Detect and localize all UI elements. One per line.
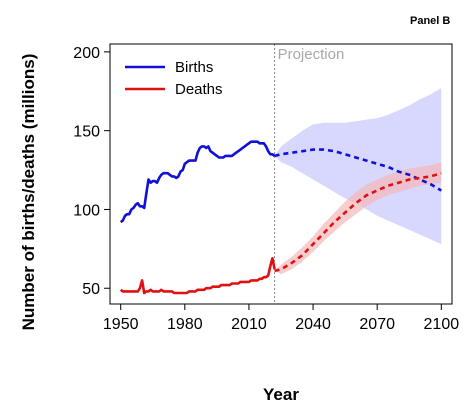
line-births-projection [274, 148, 442, 192]
y-tick-label: 150 [73, 124, 100, 141]
x-axis-title: Year [263, 385, 299, 404]
x-tick-label: 2040 [295, 316, 331, 333]
line-deaths-projection [274, 171, 442, 273]
projection-label: Projection [278, 46, 345, 63]
legend-label-deaths: Deaths [175, 81, 223, 98]
band-deaths [274, 162, 442, 275]
x-tick-label: 2070 [359, 316, 395, 333]
band-births [274, 88, 442, 245]
y-axis-title: Number of births/deaths (millions) [19, 54, 38, 331]
y-tick-label: 100 [73, 202, 100, 219]
legend-label-births: Births [175, 59, 213, 76]
x-tick-label: 2010 [231, 316, 267, 333]
x-tick-label: 2100 [424, 316, 460, 333]
x-tick-label: 1950 [103, 316, 139, 333]
panel-label: Panel B [410, 15, 450, 27]
line-births-observed [119, 140, 276, 224]
plot-area: Projection 1950 1980 2010 2040 2070 2100 50 100 1… [73, 43, 460, 333]
plot-frame [109, 43, 453, 305]
x-tick-label: 1980 [167, 316, 203, 333]
line-deaths-observed [119, 256, 276, 295]
y-tick-label: 200 [73, 45, 100, 62]
y-tick-label: 50 [82, 281, 100, 298]
